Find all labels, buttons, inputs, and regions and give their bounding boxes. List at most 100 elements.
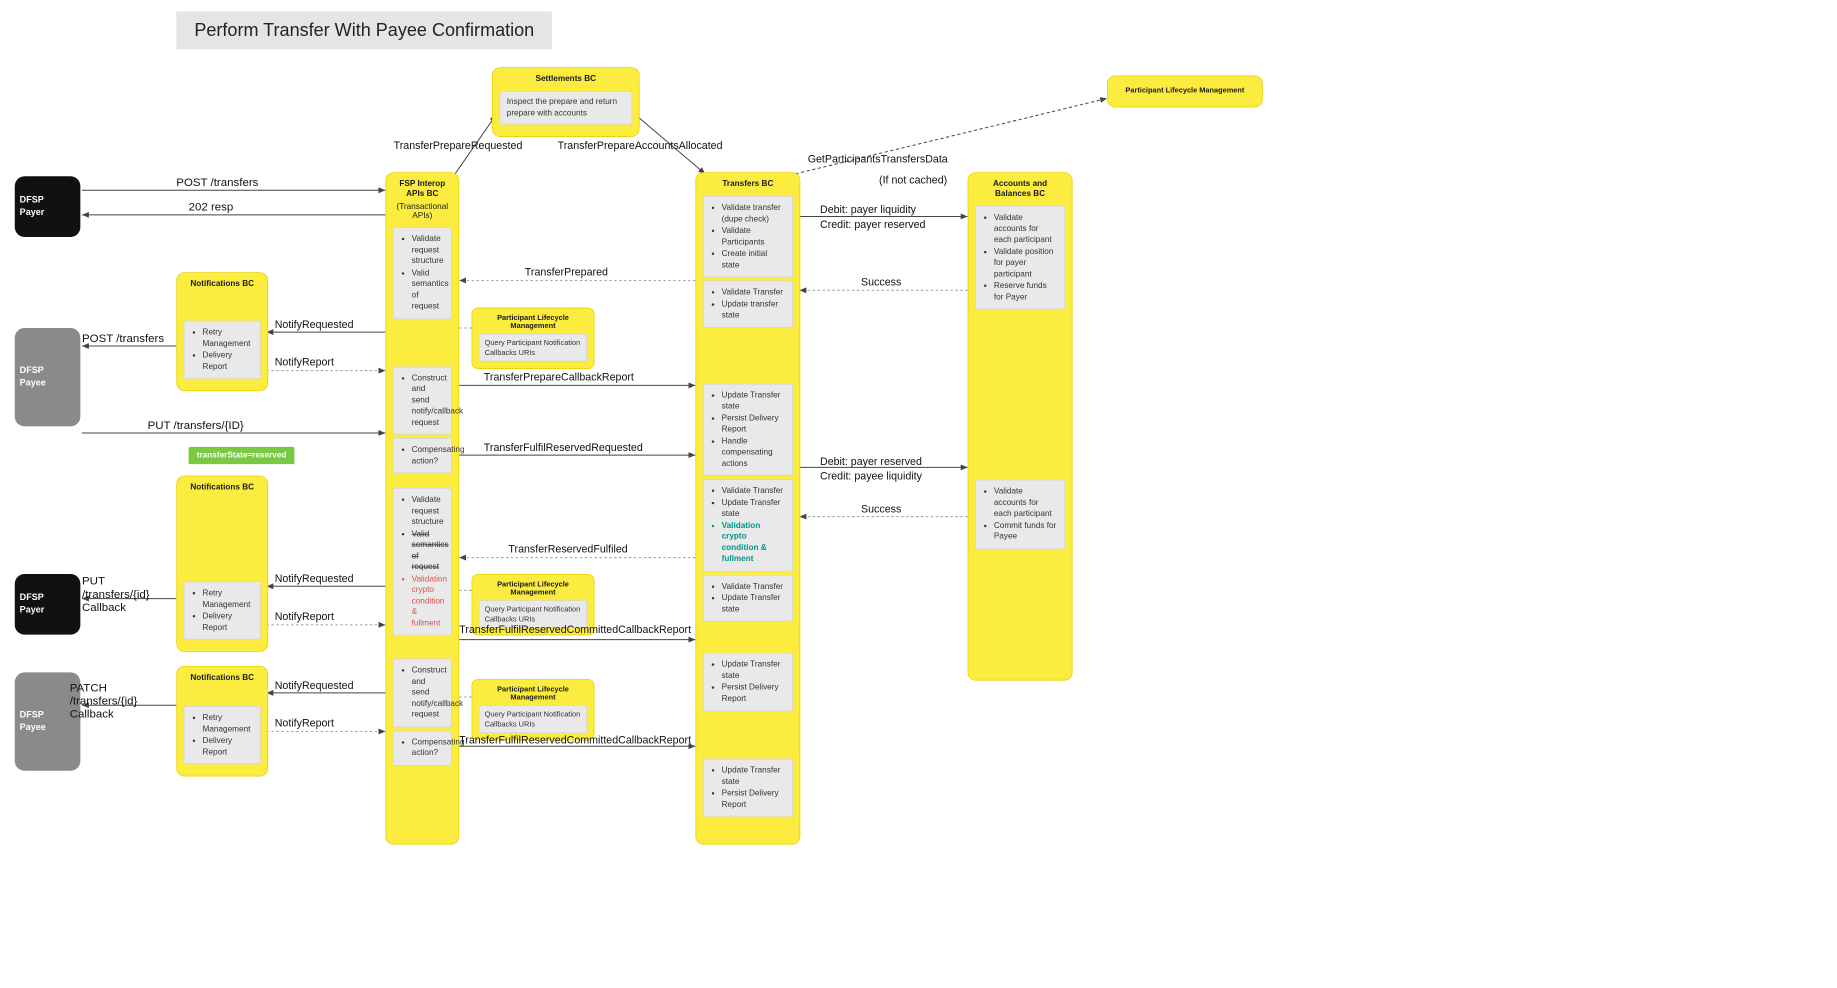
transfers-box-1: Validate transfer (dupe check) Validate … [703,196,793,277]
edge-label: (If not cached) [879,174,947,186]
transfers-box-5: Validate Transfer Update Transfer state [703,574,793,621]
transfers-bc-card: Transfers BC Validate transfer (dupe che… [695,172,800,844]
diagram-title: Perform Transfer With Payee Confirmation [176,11,552,49]
actor-label: Payer [20,604,76,617]
edge-label: TransferPrepared [525,266,608,278]
list-item: Update Transfer state [722,390,786,412]
actor-label: DFSP [20,365,76,378]
list-item: Update Transfer state [722,593,786,615]
list-item: Update transfer state [722,299,786,321]
edge-label: Credit: payer reserved [820,218,925,230]
accounts-box-2: Validate accounts for each participant C… [975,480,1065,549]
list-item: Construct and send notify/callback reque… [412,665,445,720]
list-item: Validate request structure [412,494,445,527]
list-item: Validate request structure [412,234,445,267]
list-item: Reserve funds for Payer [994,280,1058,302]
list-item-red: Validation crypto condition & fullment [412,574,445,629]
list-item: Validate Transfer [722,581,786,592]
list-item-teal: Validation crypto condition & fullment [722,520,786,564]
transfer-state-badge: transferState=reserved [189,447,295,464]
notifications-card-3: Notifications BC Retry Management Delive… [176,666,268,777]
card-header: FSP Interop APIs BC [391,178,453,203]
card-header: Participant Lifecycle Management [477,578,589,599]
actor-dfsp-payer: DFSP Payer [15,176,81,237]
edge-label: Debit: payer reserved [820,455,922,467]
list-item: Delivery Report [203,350,254,372]
list-item: Retry Management [203,713,254,735]
fsp-box-1: Validate request structure Valid semanti… [393,227,452,318]
card-body: Query Participant Notification Callbacks… [479,334,587,362]
card-body: Retry Management Delivery Report [184,581,261,639]
accounts-box-1: Validate accounts for each participant V… [975,206,1065,309]
list-item: Retry Management [203,588,254,610]
list-item: Commit funds for Payee [994,520,1058,542]
list-item: Retry Management [203,327,254,349]
fsp-interop-card: FSP Interop APIs BC (Transactional APIs)… [385,172,459,844]
edge-label: PATCH /transfers/{id} Callback [70,681,173,720]
list-item: Validate position for payer participant [994,246,1058,279]
actor-dfsp-payer-cb: DFSP Payer [15,574,81,635]
card-subheader: (Transactional APIs) [391,203,453,224]
actor-label: Payee [20,377,76,390]
edge-label: TransferPrepareRequested [394,139,523,151]
list-item: Persist Delivery Report [722,413,786,435]
edge-label: TransferFulfilReservedRequested [484,441,643,453]
plm-inline-3: Participant Lifecycle Management Query P… [472,679,595,741]
edge-label: TransferReservedFulfiled [508,543,627,555]
list-item: Compensating action? [412,737,445,759]
actor-label: Payee [20,722,76,735]
settlements-bc-card: Settlements BC Inspect the prepare and r… [492,67,640,137]
edge-label: NotifyRequested [275,572,354,584]
list-item: Validate Transfer [722,287,786,298]
transfers-box-4: Validate Transfer Update Transfer state … [703,479,793,571]
actor-label: DFSP [20,194,76,207]
card-body: Query Participant Notification Callbacks… [479,705,587,733]
list-item: Validate Transfer [722,485,786,496]
edge-label: NotifyReport [275,610,334,622]
list-item: Update Transfer state [722,497,786,519]
actor-label: DFSP [20,592,76,605]
edge-label: TransferPrepareCallbackReport [484,371,634,383]
list-item: Delivery Report [203,611,254,633]
list-item: Create initial state [722,248,786,270]
card-header: Notifications BC [182,481,262,496]
edge-label: PUT /transfers/{ID} [148,418,244,431]
transfers-box-7: Update Transfer state Persist Delivery R… [703,759,793,817]
edge-label: Success [861,503,901,515]
edge-label: Debit: payer liquidity [820,203,916,215]
list-item: Delivery Report [203,736,254,758]
transfers-box-3: Update Transfer state Persist Delivery R… [703,383,793,475]
list-item: Valid semantics of request [412,268,445,312]
plm-inline-1: Participant Lifecycle Management Query P… [472,308,595,370]
list-item: Compensating action? [412,444,445,466]
transfers-box-2: Validate Transfer Update transfer state [703,280,793,327]
card-body: Retry Management Delivery Report [184,321,261,379]
list-item-strike: Valid semantics of request [412,528,445,572]
card-header: Notifications BC [182,278,262,293]
plm-top-card: Participant Lifecycle Management [1107,75,1263,107]
notifications-card-2: Notifications BC Retry Management Delive… [176,476,268,652]
card-header: Participant Lifecycle Management [477,683,589,704]
card-body: Retry Management Delivery Report [184,706,261,764]
edge-label: POST /transfers [82,331,164,344]
edge-label: TransferPrepareAccountsAllocated [558,139,723,151]
edge-label: TransferFulfilReservedCommittedCallbackR… [459,623,697,636]
list-item: Validate Participants [722,226,786,248]
edge-label: Success [861,276,901,288]
card-header: Accounts and Balances BC [973,178,1066,203]
card-header: Participant Lifecycle Management [477,312,589,333]
fsp-box-2: Construct and send notify/callback reque… [393,366,452,434]
actor-dfsp-payee: DFSP Payee [15,328,81,426]
list-item: Persist Delivery Report [722,788,786,810]
fsp-box-3: Compensating action? [393,438,452,473]
edge-label: POST /transfers [176,175,258,188]
list-item: Update Transfer state [722,659,786,681]
fsp-box-4: Validate request structure Valid semanti… [393,488,452,636]
list-item: Persist Delivery Report [722,682,786,704]
accounts-bc-card: Accounts and Balances BC Validate accoun… [968,172,1073,680]
transfers-box-6: Update Transfer state Persist Delivery R… [703,653,793,711]
card-header: Participant Lifecycle Management [1114,84,1255,98]
edge-label: GetParticipantsTransfersData [808,153,948,165]
list-item: Construct and send notify/callback reque… [412,373,445,428]
actor-label: Payer [20,207,76,220]
